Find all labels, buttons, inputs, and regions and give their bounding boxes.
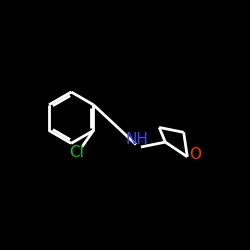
Text: O: O bbox=[189, 147, 201, 162]
Text: NH: NH bbox=[126, 132, 149, 147]
Text: Cl: Cl bbox=[69, 145, 84, 160]
